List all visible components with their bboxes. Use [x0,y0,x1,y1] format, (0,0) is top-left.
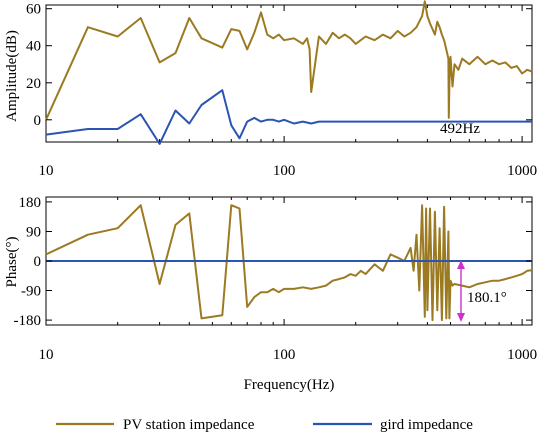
phase-xlabel: Frequency(Hz) [244,377,335,393]
phase-series-pv-line [45,204,533,322]
phase-y-tick-label: -180 [14,313,42,329]
legend-label-grid: gird impedance [380,417,473,433]
amplitude-ylabel: Amplitude(dB) [4,30,20,122]
phase-ylabel: Phase(°) [4,237,20,288]
frequency-annotation: 492Hz [440,121,480,137]
phase-y-tick-label: 0 [34,254,42,270]
amplitude-axes: 10 100 1000 0 20 40 60 [26,2,537,179]
phase-jump-arrow [457,260,465,322]
phase-y-tick-label: -90 [21,284,41,300]
amplitude-y-tick-label: 40 [26,39,41,55]
phase-jump-annotation: 180.1° [467,290,507,306]
amplitude-x-tick-label: 100 [273,163,296,179]
amplitude-series-pv-line [45,0,533,121]
amplitude-plot-frame [45,4,533,143]
amplitude-series-layer [45,0,533,145]
amplitude-series-grid-line [45,89,532,145]
amplitude-y-tick-label: 20 [26,76,41,92]
phase-x-tick-label: 1000 [507,347,537,363]
phase-y-tick-label: 180 [19,195,42,211]
amplitude-x-tick-label: 10 [39,163,54,179]
phase-y-tick-label: 90 [26,225,41,241]
phase-series-layer [45,204,533,322]
legend-label-pv: PV station impedance [123,417,255,433]
amplitude-x-tick-label: 1000 [507,163,537,179]
legend: PV station impedance gird impedance [56,417,473,433]
phase-x-tick-label: 10 [39,347,54,363]
amplitude-y-tick-label: 60 [26,2,41,18]
phase-x-tick-label: 100 [273,347,296,363]
phase-axes: 10 100 1000 180 90 0 -90 -180 [14,195,538,363]
amplitude-y-tick-label: 0 [34,113,42,129]
